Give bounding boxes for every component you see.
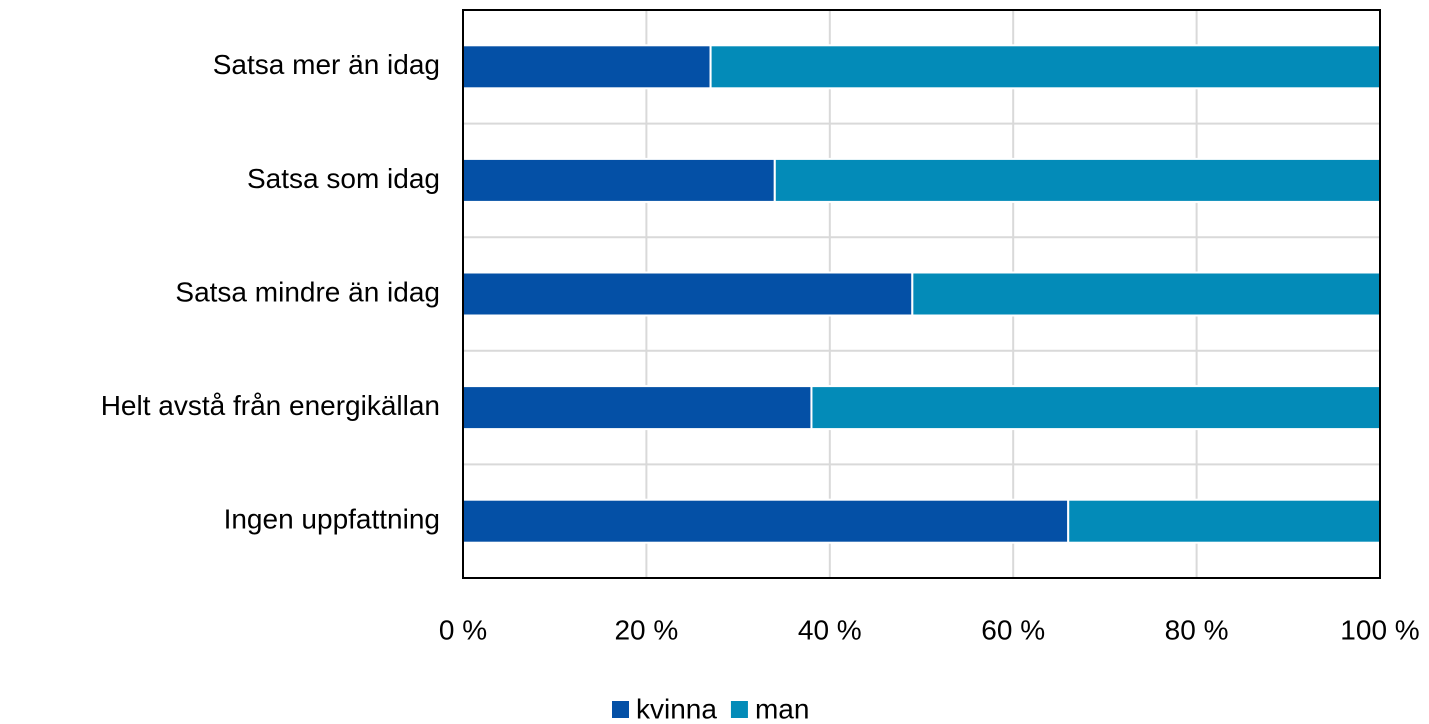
x-tick-label: 0 % (439, 614, 487, 645)
bar-segment (1067, 498, 1381, 544)
legend-swatch (612, 701, 629, 718)
bar-segment (462, 157, 776, 203)
x-tick-label: 100 % (1340, 614, 1419, 645)
x-tick-label: 20 % (614, 614, 678, 645)
legend-label: man (755, 693, 809, 724)
y-tick-label: Satsa mindre än idag (175, 276, 440, 307)
x-tick-label: 40 % (798, 614, 862, 645)
bar-segment (911, 271, 1382, 317)
x-tick-label: 60 % (981, 614, 1045, 645)
bar-segment (773, 157, 1381, 203)
y-tick-label: Ingen uppfattning (224, 504, 440, 535)
bar-segment (462, 44, 712, 90)
plot-frame (462, 9, 1381, 579)
x-tick-label: 80 % (1165, 614, 1229, 645)
bar-segment (709, 44, 1381, 90)
y-tick-label: Helt avstå från energikällan (101, 390, 440, 421)
bar-segment (462, 498, 1070, 544)
legend-label: kvinna (636, 693, 717, 724)
y-tick-label: Satsa som idag (247, 163, 440, 194)
bar-segment (810, 385, 1381, 431)
bar-segment (462, 271, 914, 317)
y-tick-label: Satsa mer än idag (213, 49, 440, 80)
bar-segment (462, 385, 813, 431)
legend-swatch (730, 701, 748, 718)
